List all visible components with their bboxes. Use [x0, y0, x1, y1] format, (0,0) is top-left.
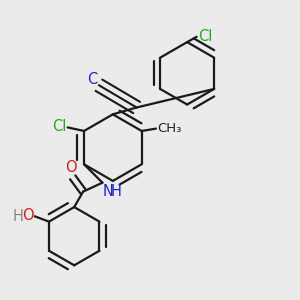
Text: Cl: Cl — [52, 119, 66, 134]
Text: N: N — [103, 184, 114, 199]
Text: Cl: Cl — [198, 29, 212, 44]
Text: H: H — [13, 209, 23, 224]
Text: C: C — [87, 72, 98, 87]
Text: O: O — [65, 160, 77, 175]
Text: CH₃: CH₃ — [157, 122, 181, 134]
Text: O: O — [22, 208, 34, 223]
Text: H: H — [110, 184, 121, 200]
